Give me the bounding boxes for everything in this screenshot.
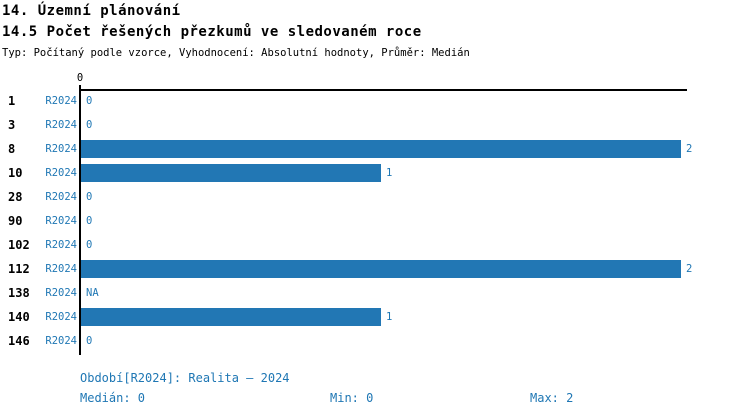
bar-value-label: NA [86,287,99,299]
row-category-label: 138 [8,286,30,300]
page-title: 14. Územní plánování [2,3,181,19]
stat-max: Max: 2 [530,391,574,405]
bar [81,260,681,278]
bar-rows-container: 1 R2024 0 3 R2024 0 8 R2024 2 10 R2024 1 28 R2024 0 90 R… [0,89,750,353]
row-series-label: R2024 [45,191,77,203]
table-row: 112 R2024 2 [0,257,750,281]
table-row: 1 R2024 0 [0,89,750,113]
stat-median: Medián: 0 [80,391,146,405]
table-row: 8 R2024 2 [0,137,750,161]
table-row: 10 R2024 1 [0,161,750,185]
table-row: 146 R2024 0 [0,329,750,353]
chart-meta-line: Typ: Počítaný podle vzorce, Vyhodnocení:… [2,47,470,59]
row-category-label: 3 [8,118,16,132]
bar-value-label: 1 [386,167,393,179]
table-row: 28 R2024 0 [0,185,750,209]
row-category-label: 112 [8,262,30,276]
bar-value-label: 0 [86,215,93,227]
row-series-label: R2024 [45,287,77,299]
row-series-label: R2024 [45,311,77,323]
row-category-label: 102 [8,238,30,252]
bar-value-label: 0 [86,335,93,347]
row-category-label: 28 [8,190,23,204]
table-row: 3 R2024 0 [0,113,750,137]
table-row: 138 R2024 NA [0,281,750,305]
row-series-label: R2024 [45,215,77,227]
row-series-label: R2024 [45,119,77,131]
chart-title: 14.5 Počet řešených přezkumů ve sledovan… [2,24,422,40]
y-axis-line [79,85,81,355]
bar-value-label: 0 [86,119,93,131]
row-series-label: R2024 [45,335,77,347]
bar-value-label: 2 [686,263,693,275]
bar-value-label: 0 [86,95,93,107]
bar-value-label: 1 [386,311,393,323]
row-series-label: R2024 [45,95,77,107]
x-axis-line [80,89,687,91]
row-category-label: 1 [8,94,16,108]
table-row: 102 R2024 0 [0,233,750,257]
table-row: 90 R2024 0 [0,209,750,233]
x-axis-zero-tick-label: 0 [76,72,84,84]
row-series-label: R2024 [45,167,77,179]
row-category-label: 10 [8,166,23,180]
row-category-label: 90 [8,214,23,228]
row-series-label: R2024 [45,143,77,155]
row-series-label: R2024 [45,263,77,275]
bar-value-label: 0 [86,239,93,251]
legend-period-label: Období[R2024]: Realita – 2024 [80,371,290,385]
bar [81,308,381,326]
row-category-label: 146 [8,334,30,348]
row-category-label: 140 [8,310,30,324]
bar-value-label: 0 [86,191,93,203]
stat-min: Min: 0 [330,391,374,405]
bar-value-label: 2 [686,143,693,155]
row-category-label: 8 [8,142,16,156]
bar [81,140,681,158]
table-row: 140 R2024 1 [0,305,750,329]
row-series-label: R2024 [45,239,77,251]
bar [81,164,381,182]
